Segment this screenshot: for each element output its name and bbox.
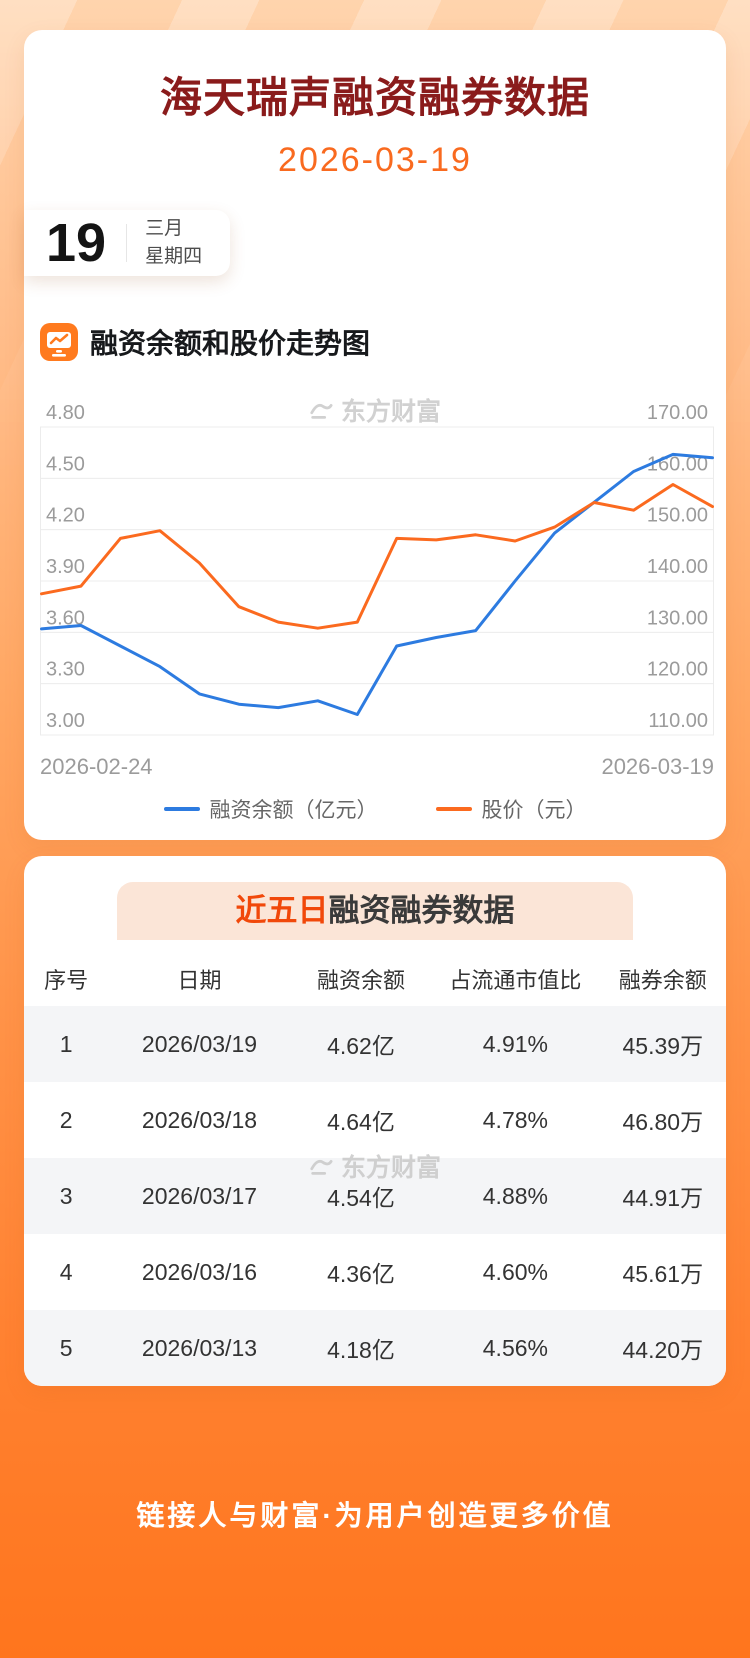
table-header-cell: 占流通市值比: [431, 952, 600, 1006]
badge-weekday: 星期四: [145, 245, 203, 267]
svg-text:4.20: 4.20: [46, 505, 85, 527]
table-cell: 4.36亿: [327, 1261, 395, 1287]
legend-marker-blue: [163, 807, 200, 811]
table-cell: 2: [59, 1106, 73, 1133]
table-header-cell: 日期: [108, 952, 291, 1006]
svg-text:2026-02-24: 2026-02-24: [40, 754, 153, 779]
trend-chart: 东方财富 3.00 110.00 3.30 120.00 3.60 130.00 3.90 1…: [40, 392, 714, 782]
table-title-highlight: 近五日: [235, 893, 329, 928]
badge-month-weekday: 三月 星期四: [145, 218, 202, 269]
table-cell: 2026/03/18: [141, 1106, 258, 1133]
legend-item-margin-balance: 融资余额（亿元）: [163, 794, 378, 824]
table-row: 2 2026/03/18 4.64亿 4.78% 46.80万: [24, 1082, 726, 1158]
svg-text:110.00: 110.00: [648, 710, 708, 732]
table-row: 5 2026/03/13 4.18亿 4.56% 44.20万: [24, 1310, 726, 1386]
table-cell: 4.88%: [482, 1182, 548, 1209]
svg-text:2026-03-19: 2026-03-19: [601, 754, 714, 779]
table-wrap: 东方财富 序号 日期 融资余额 占流通市值比 融券余额 1 2026/03/19 4.62亿…: [24, 952, 726, 1386]
table-cell: 2026/03/17: [141, 1182, 258, 1209]
svg-text:3.60: 3.60: [46, 607, 85, 629]
svg-text:3.90: 3.90: [46, 556, 85, 578]
svg-text:4.50: 4.50: [46, 453, 85, 475]
svg-text:140.00: 140.00: [647, 556, 708, 578]
table-cell: 2026/03/19: [141, 1030, 258, 1057]
svg-text:3.00: 3.00: [46, 710, 85, 732]
table-cell: 4.78%: [482, 1106, 548, 1133]
table-row: 1 2026/03/19 4.62亿 4.91% 45.39万: [24, 1006, 726, 1082]
legend-marker-orange: [435, 807, 472, 811]
badge-divider: [126, 224, 128, 262]
page-title: 海天瑞声融资融券数据: [159, 74, 590, 121]
trend-chart-svg: 3.00 110.00 3.30 120.00 3.60 130.00 3.90 140.00…: [40, 402, 714, 779]
table-cell: 2026/03/13: [141, 1334, 258, 1361]
legend-label: 融资余额（亿元）: [209, 799, 378, 822]
svg-text:3.30: 3.30: [46, 659, 85, 681]
svg-text:170.00: 170.00: [647, 402, 708, 424]
table-cell: 4.91%: [482, 1030, 548, 1057]
table-header-cell: 序号: [24, 952, 109, 1006]
legend-label: 股价（元）: [481, 799, 587, 822]
date-badge: 19 三月 星期四: [24, 210, 231, 276]
legend-item-stock-price: 股价（元）: [435, 794, 587, 824]
svg-text:130.00: 130.00: [647, 607, 708, 629]
table-cell: 3: [59, 1182, 73, 1209]
table-cell: 45.61万: [622, 1261, 704, 1287]
table-cell: 44.20万: [622, 1337, 704, 1363]
table-cell: 1: [59, 1030, 73, 1057]
badge-month: 三月: [145, 217, 184, 239]
report-date: 2026-03-19: [278, 141, 472, 179]
table-cell: 4.64亿: [327, 1109, 395, 1135]
table-cell: 4: [59, 1258, 73, 1285]
footer-slogan: 链接人与财富·为用户创造更多价值: [136, 1500, 614, 1531]
svg-text:120.00: 120.00: [647, 659, 708, 681]
table-cell: 2026/03/16: [141, 1258, 258, 1285]
table-card: 近五日融资融券数据 东方财富 序号 日期 融资余额 占流通市值比 融券余额 1 2026/…: [24, 856, 726, 1386]
table-cell: 44.91万: [622, 1185, 704, 1211]
svg-text:4.80: 4.80: [46, 402, 85, 424]
table-row: 3 2026/03/17 4.54亿 4.88% 44.91万: [24, 1158, 726, 1234]
table-cell: 4.18亿: [327, 1337, 395, 1363]
table-row: 4 2026/03/16 4.36亿 4.60% 45.61万: [24, 1234, 726, 1310]
table-header-cell: 融资余额: [290, 952, 432, 1006]
table-cell: 4.56%: [482, 1334, 548, 1361]
table-cell: 4.54亿: [327, 1185, 395, 1211]
table-title: 近五日融资融券数据: [117, 882, 633, 940]
table-cell: 4.60%: [482, 1258, 548, 1285]
table-cell: 4.62亿: [327, 1033, 395, 1059]
table-cell: 45.39万: [622, 1033, 704, 1059]
chart-section-title: 融资余额和股价走势图: [90, 328, 371, 359]
table-header-row: 序号 日期 融资余额 占流通市值比 融券余额: [24, 952, 726, 1006]
table-cell: 46.80万: [622, 1109, 704, 1135]
table-title-rest: 融资融券数据: [328, 893, 515, 928]
chart-legend: 融资余额（亿元） 股价（元）: [24, 794, 726, 824]
margin-data-table: 序号 日期 融资余额 占流通市值比 融券余额 1 2026/03/19 4.62亿 4.91%…: [24, 952, 726, 1386]
chart-card: 海天瑞声融资融券数据 2026-03-19 19 三月 星期四: [24, 30, 726, 840]
table-header-cell: 融券余额: [599, 952, 726, 1006]
badge-day: 19: [46, 213, 107, 273]
trend-chart-icon: [40, 323, 78, 361]
table-body: 1 2026/03/19 4.62亿 4.91% 45.39万 2 2026/03/18 4.…: [24, 1006, 726, 1386]
chart-section-header: 融资余额和股价走势图: [40, 322, 726, 362]
svg-text:150.00: 150.00: [647, 505, 708, 527]
date-badge-row: 19 三月 星期四: [24, 210, 726, 276]
table-cell: 5: [59, 1334, 73, 1361]
